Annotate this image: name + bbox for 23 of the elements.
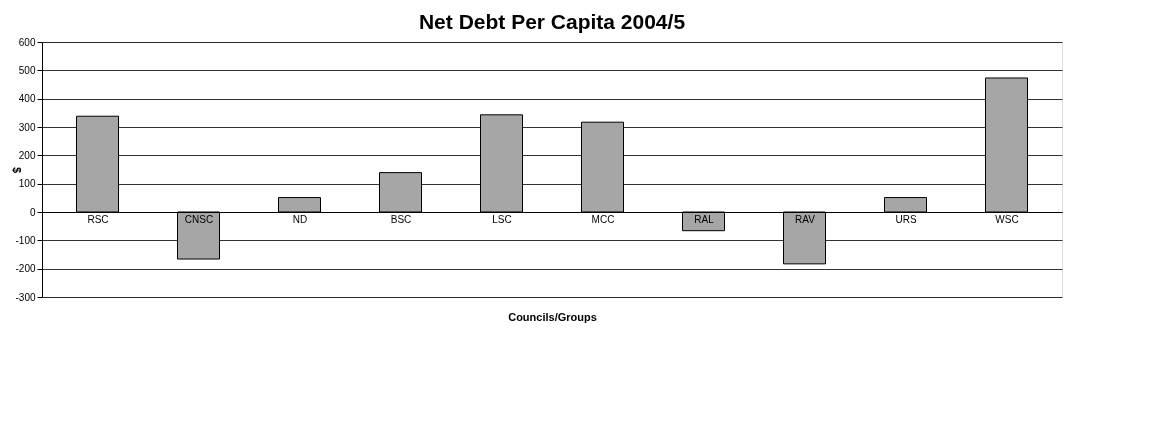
- x-axis-title: Councils/Groups: [508, 310, 597, 323]
- x-tick-label: RSC: [87, 213, 109, 225]
- y-tick-label: 100: [18, 178, 36, 190]
- x-tick-label: WSC: [995, 213, 1019, 225]
- x-tick-label: RAV: [795, 213, 816, 225]
- chart-title: Net Debt Per Capita 2004/5: [418, 10, 686, 33]
- y-tick-label: 300: [18, 121, 36, 133]
- x-tick-label: RAL: [694, 213, 715, 225]
- x-tick-label: URS: [895, 213, 917, 225]
- y-tick-label: -200: [15, 263, 36, 275]
- x-tick-label: MCC: [591, 213, 615, 225]
- y-axis-title: $: [11, 166, 24, 174]
- y-tick-label: 500: [18, 64, 36, 76]
- y-tick-label: 0: [29, 206, 36, 218]
- x-tick-label: ND: [292, 213, 308, 225]
- x-tick-label: LSC: [492, 213, 512, 225]
- x-tick-label: CNSC: [184, 213, 214, 225]
- y-tick-label: 400: [18, 93, 36, 105]
- x-tick-label: BSC: [390, 213, 412, 225]
- y-tick-label: -300: [15, 291, 36, 303]
- y-tick-label: -100: [15, 234, 36, 246]
- y-tick-label: 600: [18, 36, 36, 48]
- y-tick-label: 200: [18, 149, 36, 161]
